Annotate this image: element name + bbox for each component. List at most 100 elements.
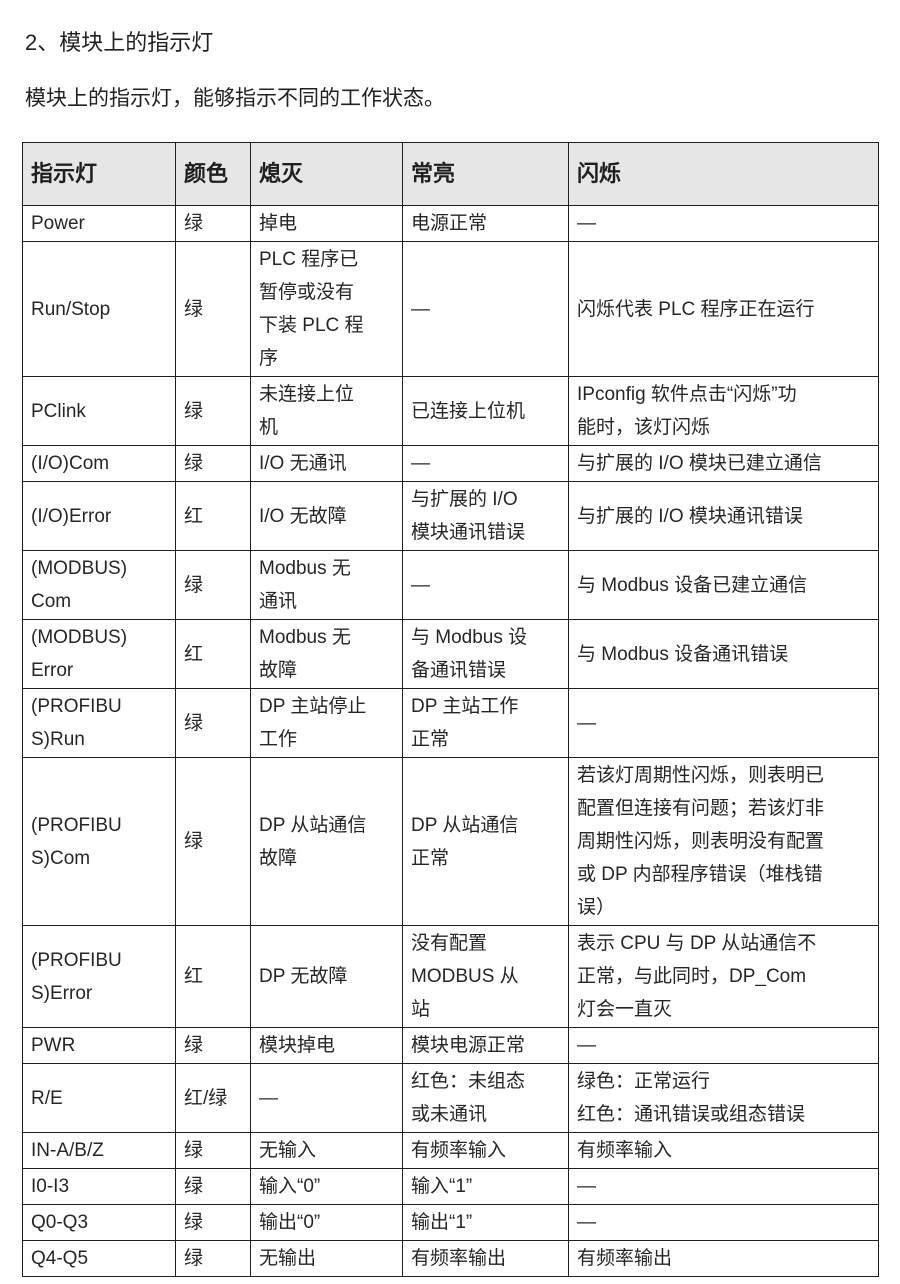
cell-indicator: (PROFIBU S)Com xyxy=(22,757,176,926)
cell-flash: 与 Modbus 设备通讯错误 xyxy=(568,619,879,689)
cell-color: 绿 xyxy=(175,688,251,758)
cell-on: 有频率输出 xyxy=(402,1240,569,1277)
cell-on: 输出“1” xyxy=(402,1204,569,1241)
cell-on: — xyxy=(402,550,569,620)
cell-on: — xyxy=(402,445,569,482)
cell-color: 红 xyxy=(175,619,251,689)
cell-color: 绿 xyxy=(175,1204,251,1241)
cell-on: DP 主站工作 正常 xyxy=(402,688,569,758)
cell-flash: — xyxy=(568,1168,879,1205)
cell-color: 绿 xyxy=(175,550,251,620)
indicator-status-table: 指示灯 颜色 熄灭 常亮 闪烁 Power 绿掉电 电源正常 — Run/Stop 绿 PL… xyxy=(22,142,879,1277)
cell-on: 已连接上位机 xyxy=(402,376,569,446)
cell-off: 模块掉电 xyxy=(250,1027,403,1064)
cell-off: 未连接上位 机 xyxy=(250,376,403,446)
cell-flash: — xyxy=(568,205,879,242)
table-row: Power 绿掉电 电源正常 — xyxy=(22,205,879,242)
cell-flash: — xyxy=(568,688,879,758)
cell-flash: — xyxy=(568,1027,879,1064)
cell-on: 与 Modbus 设 备通讯错误 xyxy=(402,619,569,689)
table-row: (I/O)Error 红 I/O 无故障 与扩展的 I/O 模块通讯错误 与扩展的 I/… xyxy=(22,481,879,551)
cell-indicator: PClink xyxy=(22,376,176,446)
col-header-indicator: 指示灯 xyxy=(22,142,176,206)
intro-text: 模块上的指示灯，能够指示不同的工作状态。 xyxy=(25,87,445,110)
table-row: (PROFIBU S)Error 红 DP 无故障 没有配置 MODBUS 从 站表示… xyxy=(22,925,879,1028)
table-row: (MODBUS) Com 绿 Modbus 无 通讯 — 与 Modbus 设备已建立通… xyxy=(22,550,879,620)
cell-indicator: (MODBUS) Error xyxy=(22,619,176,689)
cell-color: 绿 xyxy=(175,757,251,926)
table-header-row: 指示灯 颜色 熄灭 常亮 闪烁 xyxy=(22,142,879,206)
cell-color: 绿 xyxy=(175,376,251,446)
table-row: (I/O)Com 绿 I/O 无通讯 — 与扩展的 I/O 模块已建立通信 xyxy=(22,445,879,482)
table-body: Power 绿掉电 电源正常 — Run/Stop 绿 PLC 程序已 暂停或没有 下装 P… xyxy=(22,205,879,1277)
cell-off: DP 从站通信 故障 xyxy=(250,757,403,926)
cell-on: 电源正常 xyxy=(402,205,569,242)
cell-off: Modbus 无 通讯 xyxy=(250,550,403,620)
cell-color: 绿 xyxy=(175,1168,251,1205)
cell-flash: 与扩展的 I/O 模块通讯错误 xyxy=(568,481,879,551)
table-row: PClink 绿未连接上位 机已连接上位机 IPconfig 软件点击“闪烁”功 能… xyxy=(22,376,879,446)
cell-flash: 有频率输入 xyxy=(568,1132,879,1169)
cell-off: 输入“0” xyxy=(250,1168,403,1205)
cell-off: DP 主站停止 工作 xyxy=(250,688,403,758)
cell-indicator: Q4-Q5 xyxy=(22,1240,176,1277)
cell-indicator: PWR xyxy=(22,1027,176,1064)
cell-on: DP 从站通信 正常 xyxy=(402,757,569,926)
cell-indicator: Run/Stop xyxy=(22,241,176,377)
cell-flash: 闪烁代表 PLC 程序正在运行 xyxy=(568,241,879,377)
cell-off: — xyxy=(250,1063,403,1133)
table-row: Q4-Q5 绿无输出 有频率输出 有频率输出 xyxy=(22,1240,879,1277)
col-header-flashing: 闪烁 xyxy=(568,142,879,206)
cell-color: 绿 xyxy=(175,241,251,377)
table-row: Q0-Q3 绿输出“0” 输出“1” — xyxy=(22,1204,879,1241)
table-row: R/E 红/绿 — 红色：未组态 或未通讯 绿色：正常运行 红色：通讯错误或组态错误 xyxy=(22,1063,879,1133)
cell-indicator: (PROFIBU S)Run xyxy=(22,688,176,758)
cell-color: 红 xyxy=(175,925,251,1028)
cell-indicator: I0-I3 xyxy=(22,1168,176,1205)
cell-on: 与扩展的 I/O 模块通讯错误 xyxy=(402,481,569,551)
cell-off: PLC 程序已 暂停或没有 下装 PLC 程 序 xyxy=(250,241,403,377)
cell-indicator: (I/O)Error xyxy=(22,481,176,551)
col-header-color: 颜色 xyxy=(175,142,251,206)
cell-indicator: IN-A/B/Z xyxy=(22,1132,176,1169)
cell-indicator: R/E xyxy=(22,1063,176,1133)
cell-indicator: Power xyxy=(22,205,176,242)
table-row: PWR 绿模块掉电 模块电源正常 — xyxy=(22,1027,879,1064)
cell-flash: IPconfig 软件点击“闪烁”功 能时，该灯闪烁 xyxy=(568,376,879,446)
cell-off: DP 无故障 xyxy=(250,925,403,1028)
cell-flash: 与扩展的 I/O 模块已建立通信 xyxy=(568,445,879,482)
cell-on: — xyxy=(402,241,569,377)
cell-flash: 与 Modbus 设备已建立通信 xyxy=(568,550,879,620)
cell-off: Modbus 无 故障 xyxy=(250,619,403,689)
section-title: 2、模块上的指示灯 xyxy=(25,30,214,55)
cell-off: 掉电 xyxy=(250,205,403,242)
cell-color: 红/绿 xyxy=(175,1063,251,1133)
table-row: Run/Stop 绿 PLC 程序已 暂停或没有 下装 PLC 程 序 — 闪烁代表 P… xyxy=(22,241,879,377)
cell-color: 绿 xyxy=(175,1027,251,1064)
cell-on: 红色：未组态 或未通讯 xyxy=(402,1063,569,1133)
cell-color: 红 xyxy=(175,481,251,551)
cell-flash: 表示 CPU 与 DP 从站通信不 正常，与此同时，DP_Com 灯会一直灭 xyxy=(568,925,879,1028)
cell-off: I/O 无通讯 xyxy=(250,445,403,482)
cell-off: 无输入 xyxy=(250,1132,403,1169)
cell-off: 输出“0” xyxy=(250,1204,403,1241)
cell-on: 有频率输入 xyxy=(402,1132,569,1169)
cell-on: 输入“1” xyxy=(402,1168,569,1205)
cell-off: 无输出 xyxy=(250,1240,403,1277)
cell-indicator: (PROFIBU S)Error xyxy=(22,925,176,1028)
table-row: (PROFIBU S)Com 绿 DP 从站通信 故障 DP 从站通信 正常 若该灯周期… xyxy=(22,757,879,926)
cell-flash: — xyxy=(568,1204,879,1241)
table-row: IN-A/B/Z 绿无输入 有频率输入 有频率输入 xyxy=(22,1132,879,1169)
cell-indicator: (MODBUS) Com xyxy=(22,550,176,620)
cell-color: 绿 xyxy=(175,1240,251,1277)
cell-on: 没有配置 MODBUS 从 站 xyxy=(402,925,569,1028)
table-row: I0-I3 绿输入“0” 输入“1” — xyxy=(22,1168,879,1205)
cell-flash: 若该灯周期性闪烁，则表明已 配置但连接有问题；若该灯非 周期性闪烁，则表明没有配… xyxy=(568,757,879,926)
col-header-steady-on: 常亮 xyxy=(402,142,569,206)
cell-color: 绿 xyxy=(175,1132,251,1169)
cell-on: 模块电源正常 xyxy=(402,1027,569,1064)
cell-flash: 绿色：正常运行 红色：通讯错误或组态错误 xyxy=(568,1063,879,1133)
col-header-off: 熄灭 xyxy=(250,142,403,206)
table-row: (MODBUS) Error 红 Modbus 无 故障与 Modbus 设 备通讯… xyxy=(22,619,879,689)
